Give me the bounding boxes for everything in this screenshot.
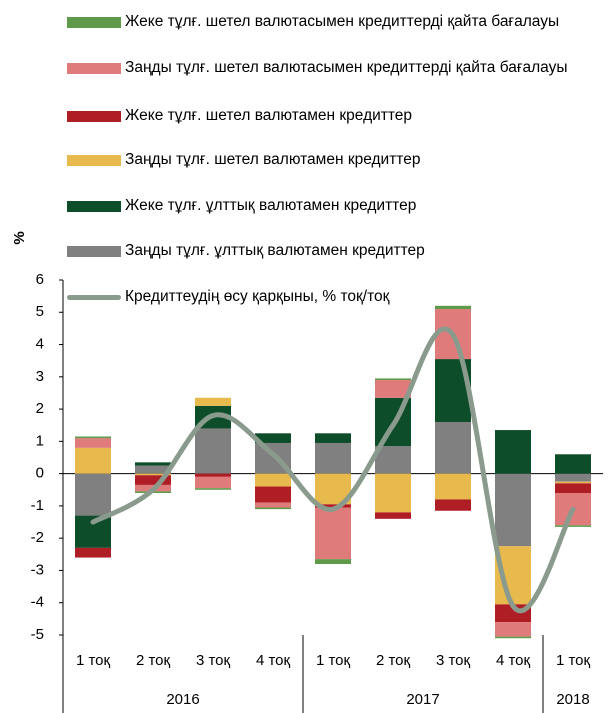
bar-segment [135,475,171,485]
x-tick-label: 2 тоқ [136,652,171,669]
bar-segment [375,380,411,398]
x-tick-label: 3 тоқ [196,652,231,669]
bar-segment [195,397,231,406]
x-tick-label: 4 тоқ [496,652,531,669]
bar-segment [75,447,111,474]
y-tick-label: 0 [36,465,44,482]
bar-segment [435,499,471,511]
legend-label: Заңды тұлғ. шетел валютамен кредиттер [125,151,421,168]
bar-segment [195,473,231,477]
bar-segment [435,422,471,474]
y-tick-label: -2 [31,529,44,546]
bar-segment [435,305,471,310]
legend-swatch [67,155,121,166]
bar-segment [195,476,231,489]
bar-segment [135,473,171,476]
bar-segment [255,502,291,508]
legend-swatch [67,201,121,212]
group-label: 2016 [166,691,199,708]
y-tick-label: 1 [36,432,44,449]
bar-segment [555,525,591,527]
legend-swatch [67,63,121,74]
y-tick-label: 5 [36,303,44,320]
group-label: 2018 [556,691,589,708]
y-axis-label: % [11,231,28,244]
y-tick-label: 4 [36,336,44,353]
bar-segment [135,462,171,466]
x-tick-label: 4 тоқ [256,652,291,669]
bar-segment [555,481,591,484]
growth-line [90,326,576,613]
x-tick-label: 3 тоқ [436,652,471,669]
bar-segment [495,473,531,547]
bar-segment [255,486,291,503]
x-tick-label: 2 тоқ [376,652,411,669]
bar-segment [375,473,411,513]
bar-segment [75,436,111,439]
bar-segment [555,454,591,474]
bar-segment [375,446,411,474]
legend-label: Жеке тұлғ. ұлттық валютамен кредиттер [125,197,417,214]
bar-segment [375,378,411,381]
bar-segment [135,465,171,474]
legend-label: Жеке тұлғ. шетел валютамен кредиттер [125,107,413,124]
bar-segment [375,512,411,519]
legend-swatch [67,17,121,28]
bar-segment [255,473,291,487]
bar-segment [315,507,351,560]
legend-label: Заңды тұлғ. ұлттық валютамен кредиттер [125,242,425,259]
group-label: 2017 [406,691,439,708]
bar-segment [315,504,351,508]
y-tick-label: 2 [36,400,44,417]
legend-swatch [67,295,121,300]
y-tick-label: 3 [36,368,44,385]
bar-segment [315,559,351,564]
y-tick-label: -5 [31,626,44,643]
legend-swatch [67,246,121,257]
x-tick-label: 1 тоқ [556,652,591,669]
bar-segment [255,507,291,510]
legend-label: Заңды тұлғ. шетел валютасымен кредиттерд… [125,59,568,76]
bar-segment [255,433,291,443]
bar-segment [555,473,591,482]
legend-label: Жеке тұлғ. шетел валютасымен кредиттерді… [125,13,560,30]
y-tick-label: -1 [31,497,44,514]
y-tick-label: -3 [31,561,44,578]
bar-segment [555,483,591,493]
bar-segment [435,473,471,500]
bar-segment [315,433,351,443]
bar-segment [75,547,111,558]
bar-segment [495,636,531,639]
bar-segment [75,438,111,448]
bar-segment [495,430,531,474]
legend-label: Кредиттеудің өсу қарқыны, % тоқ/тоқ [125,288,390,305]
y-tick-label: 6 [36,271,44,288]
x-tick-label: 1 тоқ [316,652,351,669]
bar-segment [195,488,231,490]
y-tick-label: -4 [31,594,44,611]
x-tick-label: 1 тоқ [76,652,111,669]
bar-segment [495,622,531,637]
bar-segment [75,473,111,516]
bar-segment [195,428,231,474]
bar-segment [315,442,351,474]
legend-swatch [67,111,121,122]
